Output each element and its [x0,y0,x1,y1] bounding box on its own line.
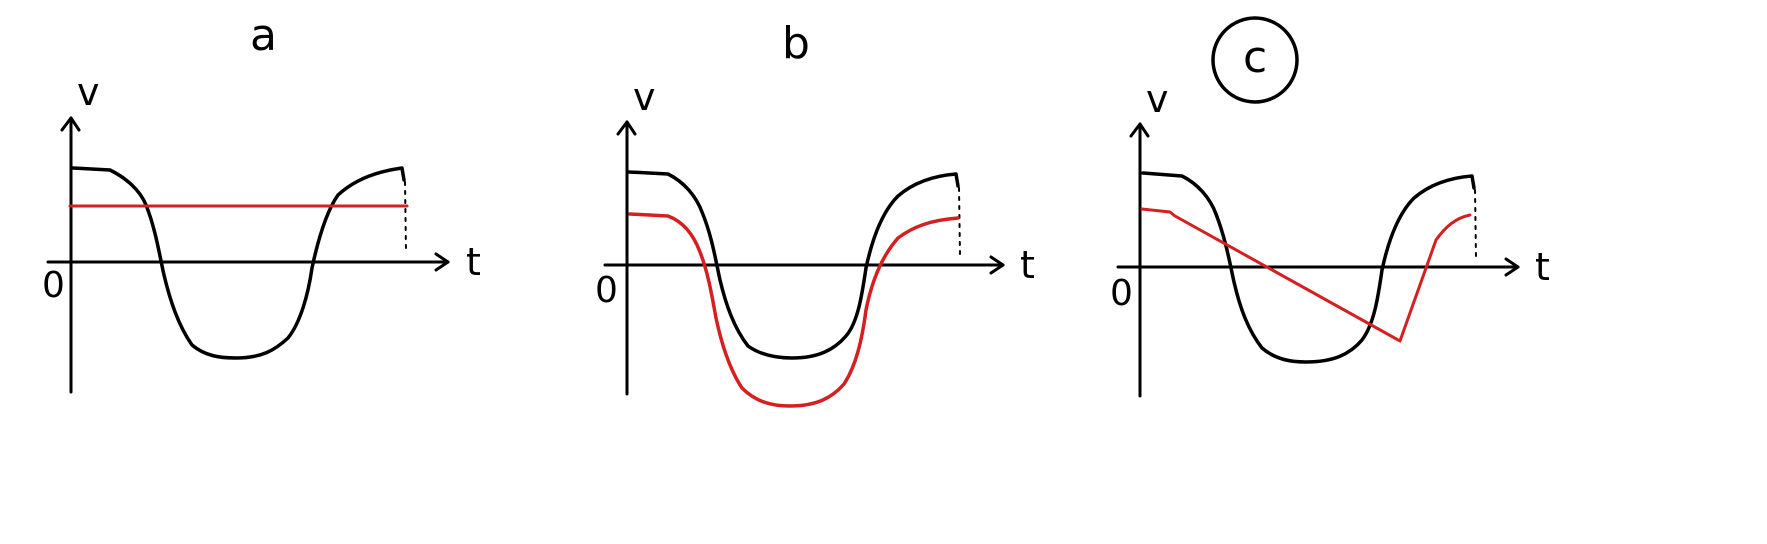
panel-a-black-wave [71,166,406,360]
panel-a-origin-label: 0 [42,265,65,306]
panel-b-y-arrowhead [616,120,637,136]
panel-b-x-arrowhead [989,255,1005,275]
panel-b-label: b [782,18,810,69]
panel-b-black-wave-dash [958,187,961,257]
panel-c-x-axis-label: t [1535,245,1550,289]
panel-b: b v t 0 [595,18,1035,408]
panel-c-origin-label: 0 [1110,273,1133,314]
panel-b-origin-label: 0 [595,270,618,311]
panel-c-x-arrowhead [1504,257,1520,277]
panel-a-y-arrowhead [60,116,81,132]
panel-c: c v t 0 [1110,16,1550,398]
panel-c-label-circle [1211,16,1299,104]
panel-c-black-wave [1141,171,1476,364]
panel-c-y-axis-label: v [1146,77,1169,121]
panel-c-y-arrowhead [1129,122,1150,138]
panel-c-red-curve [1140,207,1472,343]
panel-c-label: c [1243,32,1267,83]
panel-b-black-wave [627,170,960,360]
panel-a-label: a [250,10,277,61]
panel-b-y-axis-label: v [633,75,656,119]
panel-c-black-wave-dash [1474,189,1477,259]
panel-a-black-wave-dash [404,181,407,253]
panel-a: a v t 0 [42,10,481,394]
panel-b-red-wave [628,212,960,408]
panel-a-x-axis-label: t [466,240,481,284]
panel-a-x-arrowhead [434,252,450,272]
panel-b-x-axis-label: t [1020,243,1035,287]
panel-a-y-axis-label: v [77,70,100,114]
